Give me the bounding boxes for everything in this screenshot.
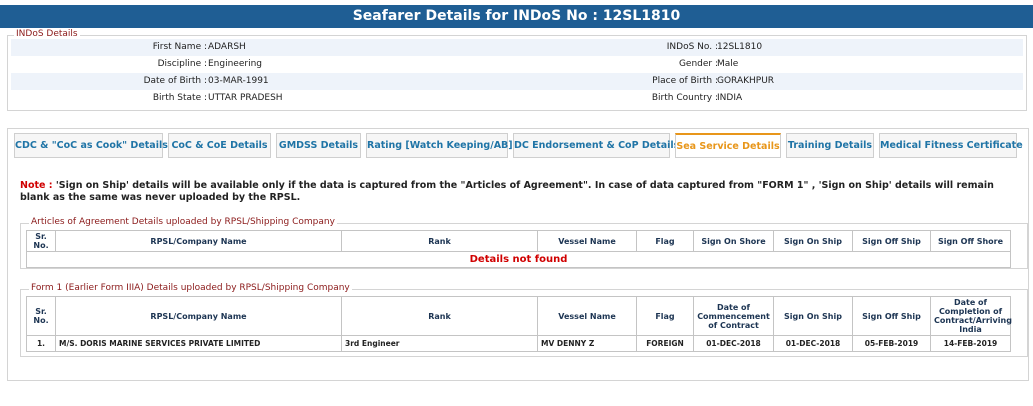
column-header: Sign On Ship xyxy=(773,296,853,336)
column-header: Flag xyxy=(636,230,694,252)
form1-table: Sr. No. RPSL/Company Name Rank Vessel Name F… xyxy=(26,296,1012,352)
column-header: Sr. No. xyxy=(26,230,56,252)
field-value: UTTAR PRADESH xyxy=(208,93,283,103)
note: Note : 'Sign on Ship' details will be av… xyxy=(20,180,1020,204)
field-value: INDIA xyxy=(717,93,743,103)
tab[interactable]: GMDSS Details xyxy=(276,133,361,158)
form1-box xyxy=(20,289,1028,357)
cell: 3rd Engineer xyxy=(341,335,538,352)
column-header: Sign On Ship xyxy=(773,230,853,252)
cell: 14-FEB-2019 xyxy=(930,335,1011,352)
field-label: Birth State : xyxy=(152,93,207,103)
empty-row: Details not found xyxy=(26,251,1011,268)
column-header: Vessel Name xyxy=(537,230,637,252)
field-value: 03-MAR-1991 xyxy=(208,76,269,86)
page-title: Seafarer Details for INDoS No : 12SL1810 xyxy=(0,5,1033,28)
field-value: 12SL1810 xyxy=(717,42,763,52)
column-header: RPSL/Company Name xyxy=(55,296,342,336)
data-row: 1. M/S. DORIS MARINE SERVICES PRIVATE LIM… xyxy=(26,335,1011,352)
column-header: Rank xyxy=(341,230,538,252)
form1-legend: Form 1 (Earlier Form IIIA) Details uploa… xyxy=(29,283,352,294)
field-label: Place of Birth : xyxy=(652,76,718,86)
field-label: Discipline : xyxy=(157,59,207,69)
tab[interactable]: Rating [Watch Keeping/AB] xyxy=(366,133,513,158)
column-header: Sign Off Ship xyxy=(852,230,931,252)
indos-legend: INDoS Details xyxy=(14,29,80,40)
detail-row: Date of Birth :03-MAR-1991 Place of Birth… xyxy=(11,73,1023,90)
column-header: Sr. No. xyxy=(26,296,56,336)
column-header: Sign Off Shore xyxy=(930,230,1011,252)
column-header: Date of Completion of Contract/Arriving … xyxy=(930,296,1012,336)
tab-panel xyxy=(7,128,1029,381)
empty-message: Details not found xyxy=(26,251,1011,268)
cell: 01-DEC-2018 xyxy=(773,335,853,352)
cell: 01-DEC-2018 xyxy=(693,335,774,352)
cell: 1. xyxy=(26,335,56,352)
note-label: Note : xyxy=(20,180,53,191)
field-value: ADARSH xyxy=(208,42,246,52)
field-value: Male xyxy=(717,59,739,69)
column-header: Sign Off Ship xyxy=(852,296,931,336)
articles-box xyxy=(20,223,1028,269)
tab[interactable]: Medical Fitness Certificate xyxy=(879,133,1023,158)
tab[interactable]: DC Endorsement & CoP Details xyxy=(513,133,679,158)
field-label: First Name : xyxy=(152,42,207,52)
column-header: Flag xyxy=(636,296,694,336)
detail-row: Birth State : UTTAR PRADESH Birth Country … xyxy=(11,90,1023,107)
column-header: RPSL/Company Name xyxy=(55,230,342,252)
articles-legend: Articles of Agreement Details uploaded b… xyxy=(29,217,337,228)
column-header: Vessel Name xyxy=(537,296,637,336)
column-header: Date of Commencement of Contract xyxy=(693,296,774,336)
tab[interactable]: CDC & "CoC as Cook" Details xyxy=(14,133,168,158)
tab[interactable]: Sea Service Details xyxy=(675,133,781,158)
field-label: Date of Birth : xyxy=(143,76,207,86)
tab[interactable]: Training Details xyxy=(786,133,874,158)
detail-row: Discipline : Engineering Gender : Male xyxy=(11,56,1023,73)
detail-row: First Name : ADARSH INDoS No. :12SL1810 xyxy=(11,39,1023,56)
note-text: 'Sign on Ship' details will be available… xyxy=(20,180,994,203)
articles-table: Sr. No. RPSL/Company Name Rank Vessel Name F… xyxy=(26,230,1011,268)
cell: 05-FEB-2019 xyxy=(852,335,931,352)
indos-box xyxy=(7,35,1027,111)
cell: M/S. DORIS MARINE SERVICES PRIVATE LIMIT… xyxy=(55,335,342,352)
field-label: Gender : xyxy=(678,59,718,69)
column-header: Rank xyxy=(341,296,538,336)
column-header: Sign On Shore xyxy=(693,230,774,252)
field-value: GORAKHPUR xyxy=(717,76,775,86)
field-value: Engineering xyxy=(208,59,262,69)
cell: FOREIGN xyxy=(636,335,694,352)
cell: MV DENNY Z xyxy=(537,335,637,352)
tab[interactable]: CoC & CoE Details xyxy=(168,133,271,158)
header-row: Sr. No. RPSL/Company Name Rank Vessel Name F… xyxy=(26,230,1011,252)
header-row: Sr. No. RPSL/Company Name Rank Vessel Name F… xyxy=(26,296,1012,336)
field-label: INDoS No. : xyxy=(666,42,718,52)
field-label: Birth Country : xyxy=(651,93,718,103)
